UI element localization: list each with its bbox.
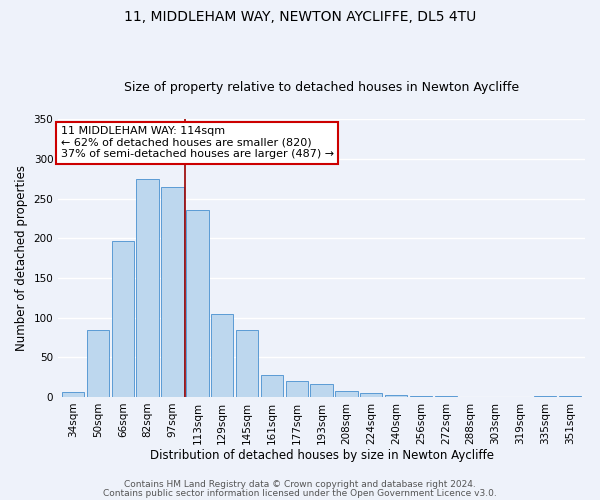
Bar <box>136 179 159 397</box>
Bar <box>385 396 407 397</box>
Text: Contains HM Land Registry data © Crown copyright and database right 2024.: Contains HM Land Registry data © Crown c… <box>124 480 476 489</box>
Text: Contains public sector information licensed under the Open Government Licence v3: Contains public sector information licen… <box>103 489 497 498</box>
Bar <box>335 390 358 397</box>
Bar <box>161 186 184 397</box>
Bar <box>434 396 457 397</box>
Bar <box>87 330 109 397</box>
Bar <box>211 314 233 397</box>
Y-axis label: Number of detached properties: Number of detached properties <box>15 165 28 351</box>
Bar <box>286 381 308 397</box>
Text: 11, MIDDLEHAM WAY, NEWTON AYCLIFFE, DL5 4TU: 11, MIDDLEHAM WAY, NEWTON AYCLIFFE, DL5 … <box>124 10 476 24</box>
Bar <box>559 396 581 397</box>
Bar <box>260 374 283 397</box>
Title: Size of property relative to detached houses in Newton Aycliffe: Size of property relative to detached ho… <box>124 82 519 94</box>
Bar <box>410 396 432 397</box>
Bar <box>62 392 84 397</box>
Text: 11 MIDDLEHAM WAY: 114sqm
← 62% of detached houses are smaller (820)
37% of semi-: 11 MIDDLEHAM WAY: 114sqm ← 62% of detach… <box>61 126 334 160</box>
Bar <box>112 242 134 397</box>
Bar <box>236 330 258 397</box>
Bar <box>310 384 333 397</box>
Bar <box>186 210 209 397</box>
Bar <box>534 396 556 397</box>
Bar <box>360 393 382 397</box>
X-axis label: Distribution of detached houses by size in Newton Aycliffe: Distribution of detached houses by size … <box>149 450 494 462</box>
